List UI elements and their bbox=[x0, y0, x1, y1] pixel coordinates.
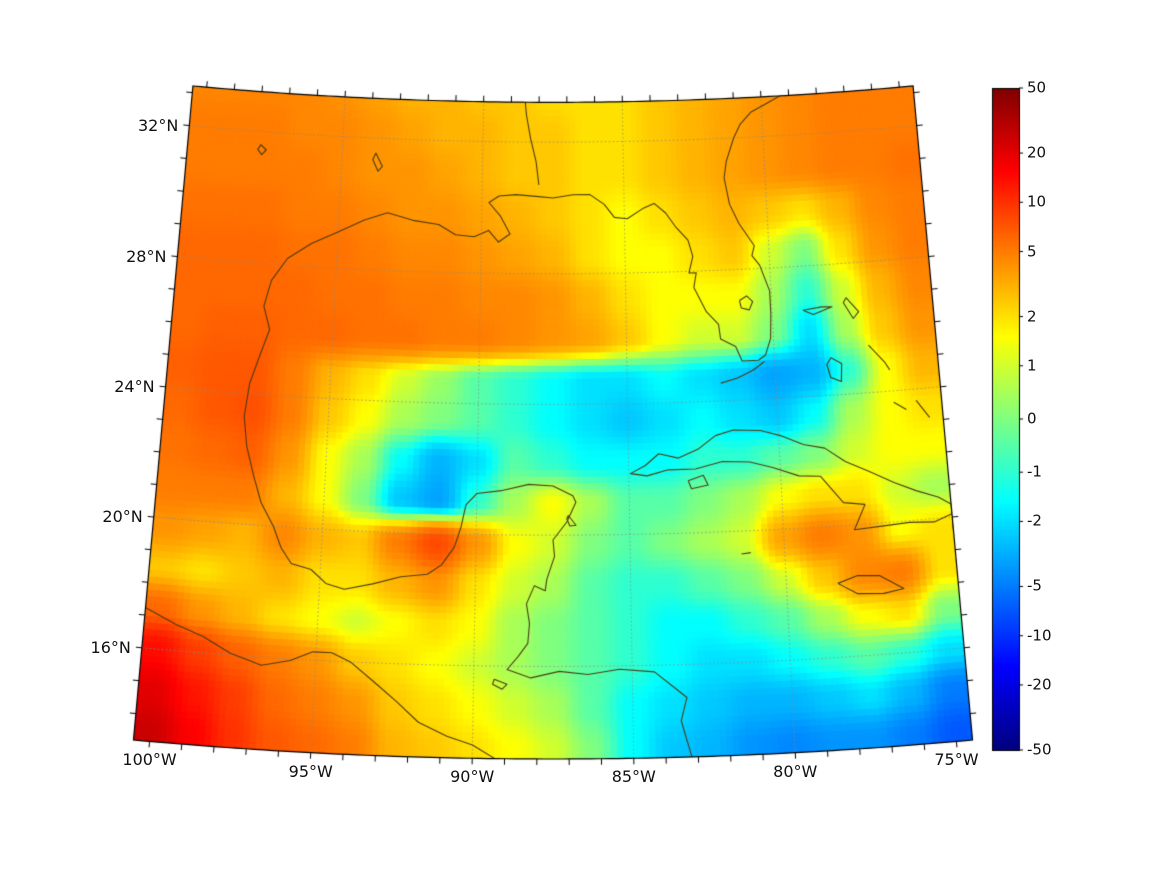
map-canvas bbox=[0, 0, 1167, 875]
map-figure: 32°N 28°N 24°N 20°N 16°N 100°W 95°W 90°W 85°W 80°… bbox=[0, 0, 1167, 875]
